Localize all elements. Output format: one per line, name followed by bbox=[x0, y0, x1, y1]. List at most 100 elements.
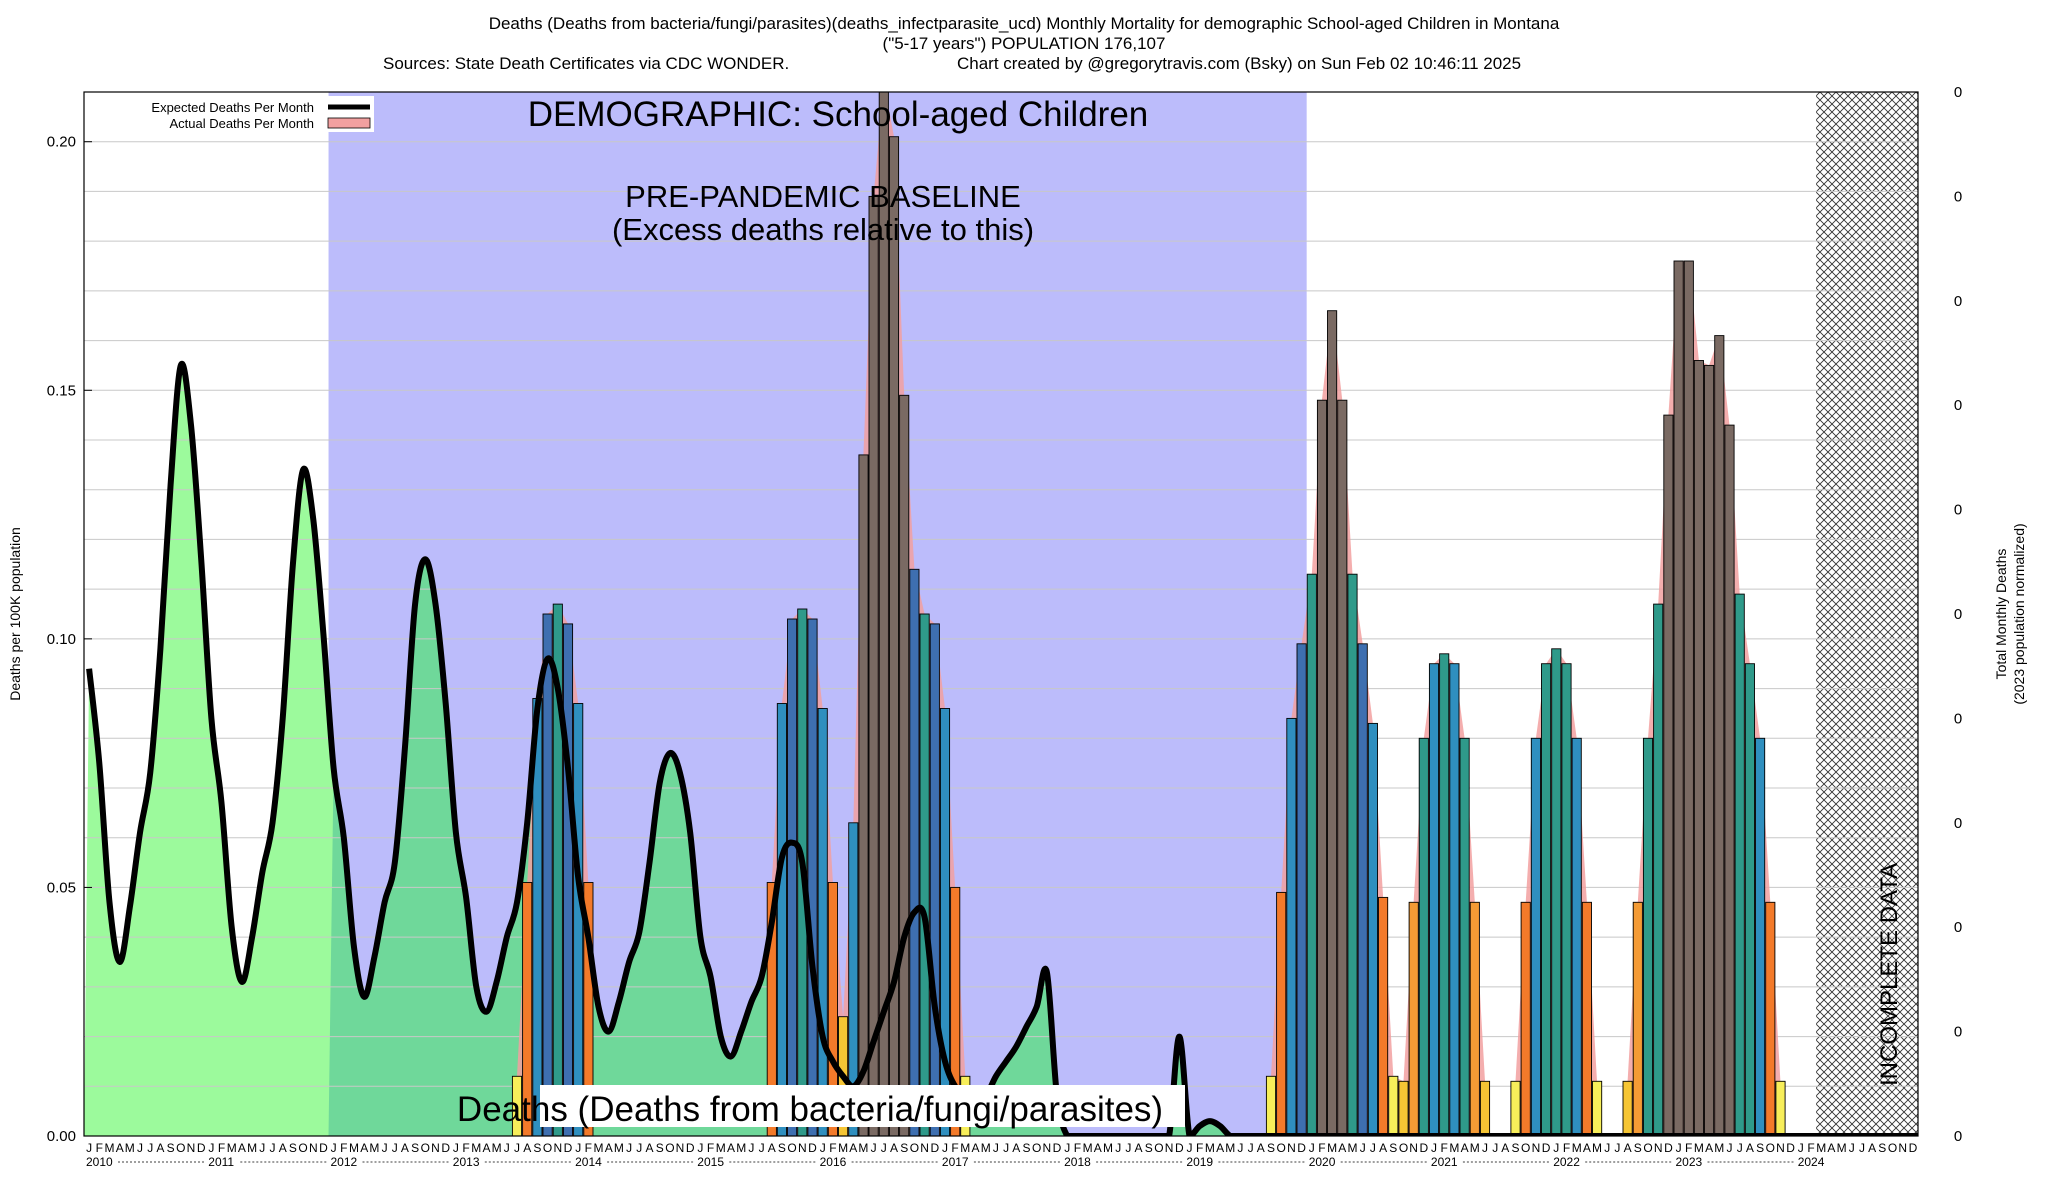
actual-deaths-bar bbox=[1673, 260, 1684, 1136]
x-tick-month: F bbox=[96, 1141, 103, 1155]
y-tick-left: 0.15 bbox=[47, 382, 76, 399]
x-tick-month: J bbox=[86, 1141, 92, 1155]
x-tick-month: N bbox=[1898, 1141, 1907, 1155]
actual-deaths-bar bbox=[1683, 260, 1694, 1136]
x-tick-month: M bbox=[247, 1141, 257, 1155]
x-tick-month: M bbox=[1714, 1141, 1724, 1155]
x-tick-month: J bbox=[208, 1141, 214, 1155]
actual-deaths-bar bbox=[583, 882, 594, 1136]
x-tick-month: F bbox=[1563, 1141, 1570, 1155]
x-tick-month: J bbox=[1482, 1141, 1488, 1155]
x-tick-month: A bbox=[1216, 1141, 1224, 1155]
x-tick-month: O bbox=[1154, 1141, 1163, 1155]
x-tick-month: M bbox=[1592, 1141, 1602, 1155]
x-tick-month: M bbox=[594, 1141, 604, 1155]
x-tick-month: O bbox=[665, 1141, 674, 1155]
x-tick-month: J bbox=[1115, 1141, 1121, 1155]
x-tick-month: S bbox=[1878, 1141, 1886, 1155]
x-tick-month: J bbox=[575, 1141, 581, 1155]
x-tick-month: M bbox=[858, 1141, 868, 1155]
x-tick-month: J bbox=[1604, 1141, 1610, 1155]
x-tick-month: A bbox=[279, 1141, 287, 1155]
x-tick-year: 2019 bbox=[1186, 1155, 1213, 1169]
x-tick-month: M bbox=[369, 1141, 379, 1155]
x-tick-month: J bbox=[993, 1141, 999, 1155]
baseline-label-line2: (Excess deaths relative to this) bbox=[612, 212, 1034, 247]
x-tick-month: M bbox=[1470, 1141, 1480, 1155]
actual-deaths-bar bbox=[511, 1075, 523, 1136]
actual-deaths-bar bbox=[807, 618, 818, 1136]
x-tick-month: J bbox=[382, 1141, 388, 1155]
x-tick-month: N bbox=[1409, 1141, 1418, 1155]
x-tick-month: A bbox=[849, 1141, 857, 1155]
x-tick-month: J bbox=[1492, 1141, 1498, 1155]
actual-deaths-bar bbox=[929, 623, 940, 1136]
x-tick-month: J bbox=[1431, 1141, 1437, 1155]
actual-deaths-bar bbox=[1592, 1080, 1603, 1136]
x-tick-month: D bbox=[319, 1141, 328, 1155]
actual-deaths-bar bbox=[919, 613, 930, 1136]
x-tick-month: A bbox=[768, 1141, 776, 1155]
x-tick-month: J bbox=[636, 1141, 642, 1155]
x-tick-month: J bbox=[697, 1141, 703, 1155]
x-tick-month: J bbox=[1676, 1141, 1682, 1155]
x-tick-month: J bbox=[1125, 1141, 1131, 1155]
chart-title-line1: Deaths (Deaths from bacteria/fungi/paras… bbox=[488, 14, 1560, 33]
x-tick-year: 2017 bbox=[942, 1155, 969, 1169]
x-tick-month: J bbox=[759, 1141, 765, 1155]
actual-deaths-bar bbox=[1316, 399, 1328, 1136]
x-tick-month: A bbox=[401, 1141, 409, 1155]
x-tick-year: 2016 bbox=[820, 1155, 847, 1169]
x-tick-month: J bbox=[1859, 1141, 1865, 1155]
x-tick-month: M bbox=[1694, 1141, 1704, 1155]
y-tick-right: 0 bbox=[1954, 606, 1962, 623]
x-tick-month: J bbox=[504, 1141, 510, 1155]
actual-deaths-bar bbox=[1663, 414, 1674, 1136]
x-tick-month: A bbox=[156, 1141, 164, 1155]
x-tick-month: J bbox=[270, 1141, 276, 1155]
chart-credit: Chart created by @gregorytravis.com (Bsk… bbox=[957, 54, 1522, 73]
x-tick-month: D bbox=[1175, 1141, 1184, 1155]
x-tick-month: O bbox=[910, 1141, 919, 1155]
actual-deaths-bar bbox=[1581, 901, 1592, 1136]
x-tick-month: A bbox=[1094, 1141, 1102, 1155]
x-tick-month: J bbox=[1064, 1141, 1070, 1155]
x-tick-month: N bbox=[309, 1141, 318, 1155]
actual-deaths-bar bbox=[950, 886, 961, 1136]
x-tick-month: A bbox=[523, 1141, 531, 1155]
actual-deaths-bar bbox=[1479, 1080, 1491, 1136]
y-axis-left-label: Deaths per 100K population bbox=[7, 527, 23, 701]
actual-deaths-bar bbox=[848, 822, 859, 1136]
x-tick-month: O bbox=[1399, 1141, 1408, 1155]
x-tick-month: N bbox=[431, 1141, 440, 1155]
x-tick-month: J bbox=[392, 1141, 398, 1155]
x-tick-month: J bbox=[748, 1141, 754, 1155]
x-tick-month: M bbox=[1449, 1141, 1459, 1155]
actual-deaths-bar bbox=[1653, 603, 1664, 1136]
actual-deaths-bar bbox=[1459, 737, 1470, 1136]
x-tick-month: M bbox=[471, 1141, 481, 1155]
x-tick-month: S bbox=[1511, 1141, 1519, 1155]
x-tick-month: S bbox=[167, 1141, 175, 1155]
x-tick-month: J bbox=[1248, 1141, 1254, 1155]
x-tick-month: N bbox=[798, 1141, 807, 1155]
legend: Expected Deaths Per Month Actual Deaths … bbox=[100, 96, 374, 132]
actual-deaths-bar bbox=[1724, 424, 1735, 1136]
x-tick-month: S bbox=[533, 1141, 541, 1155]
x-tick-month: N bbox=[1287, 1141, 1296, 1155]
actual-deaths-bar bbox=[1775, 1080, 1786, 1136]
x-tick-month: M bbox=[1572, 1141, 1582, 1155]
actual-deaths-bar bbox=[909, 568, 920, 1136]
x-tick-month: J bbox=[514, 1141, 520, 1155]
x-tick-month: N bbox=[1532, 1141, 1541, 1155]
x-tick-month: A bbox=[971, 1141, 979, 1155]
x-tick-month: M bbox=[1205, 1141, 1215, 1155]
x-tick-month: D bbox=[1542, 1141, 1551, 1155]
x-tick-month: O bbox=[1277, 1141, 1286, 1155]
actual-deaths-bar bbox=[1755, 737, 1766, 1136]
actual-deaths-band bbox=[1622, 261, 1786, 1136]
actual-deaths-bar bbox=[1357, 643, 1368, 1136]
x-tick-month: J bbox=[453, 1141, 459, 1155]
x-tick-month: S bbox=[778, 1141, 786, 1155]
